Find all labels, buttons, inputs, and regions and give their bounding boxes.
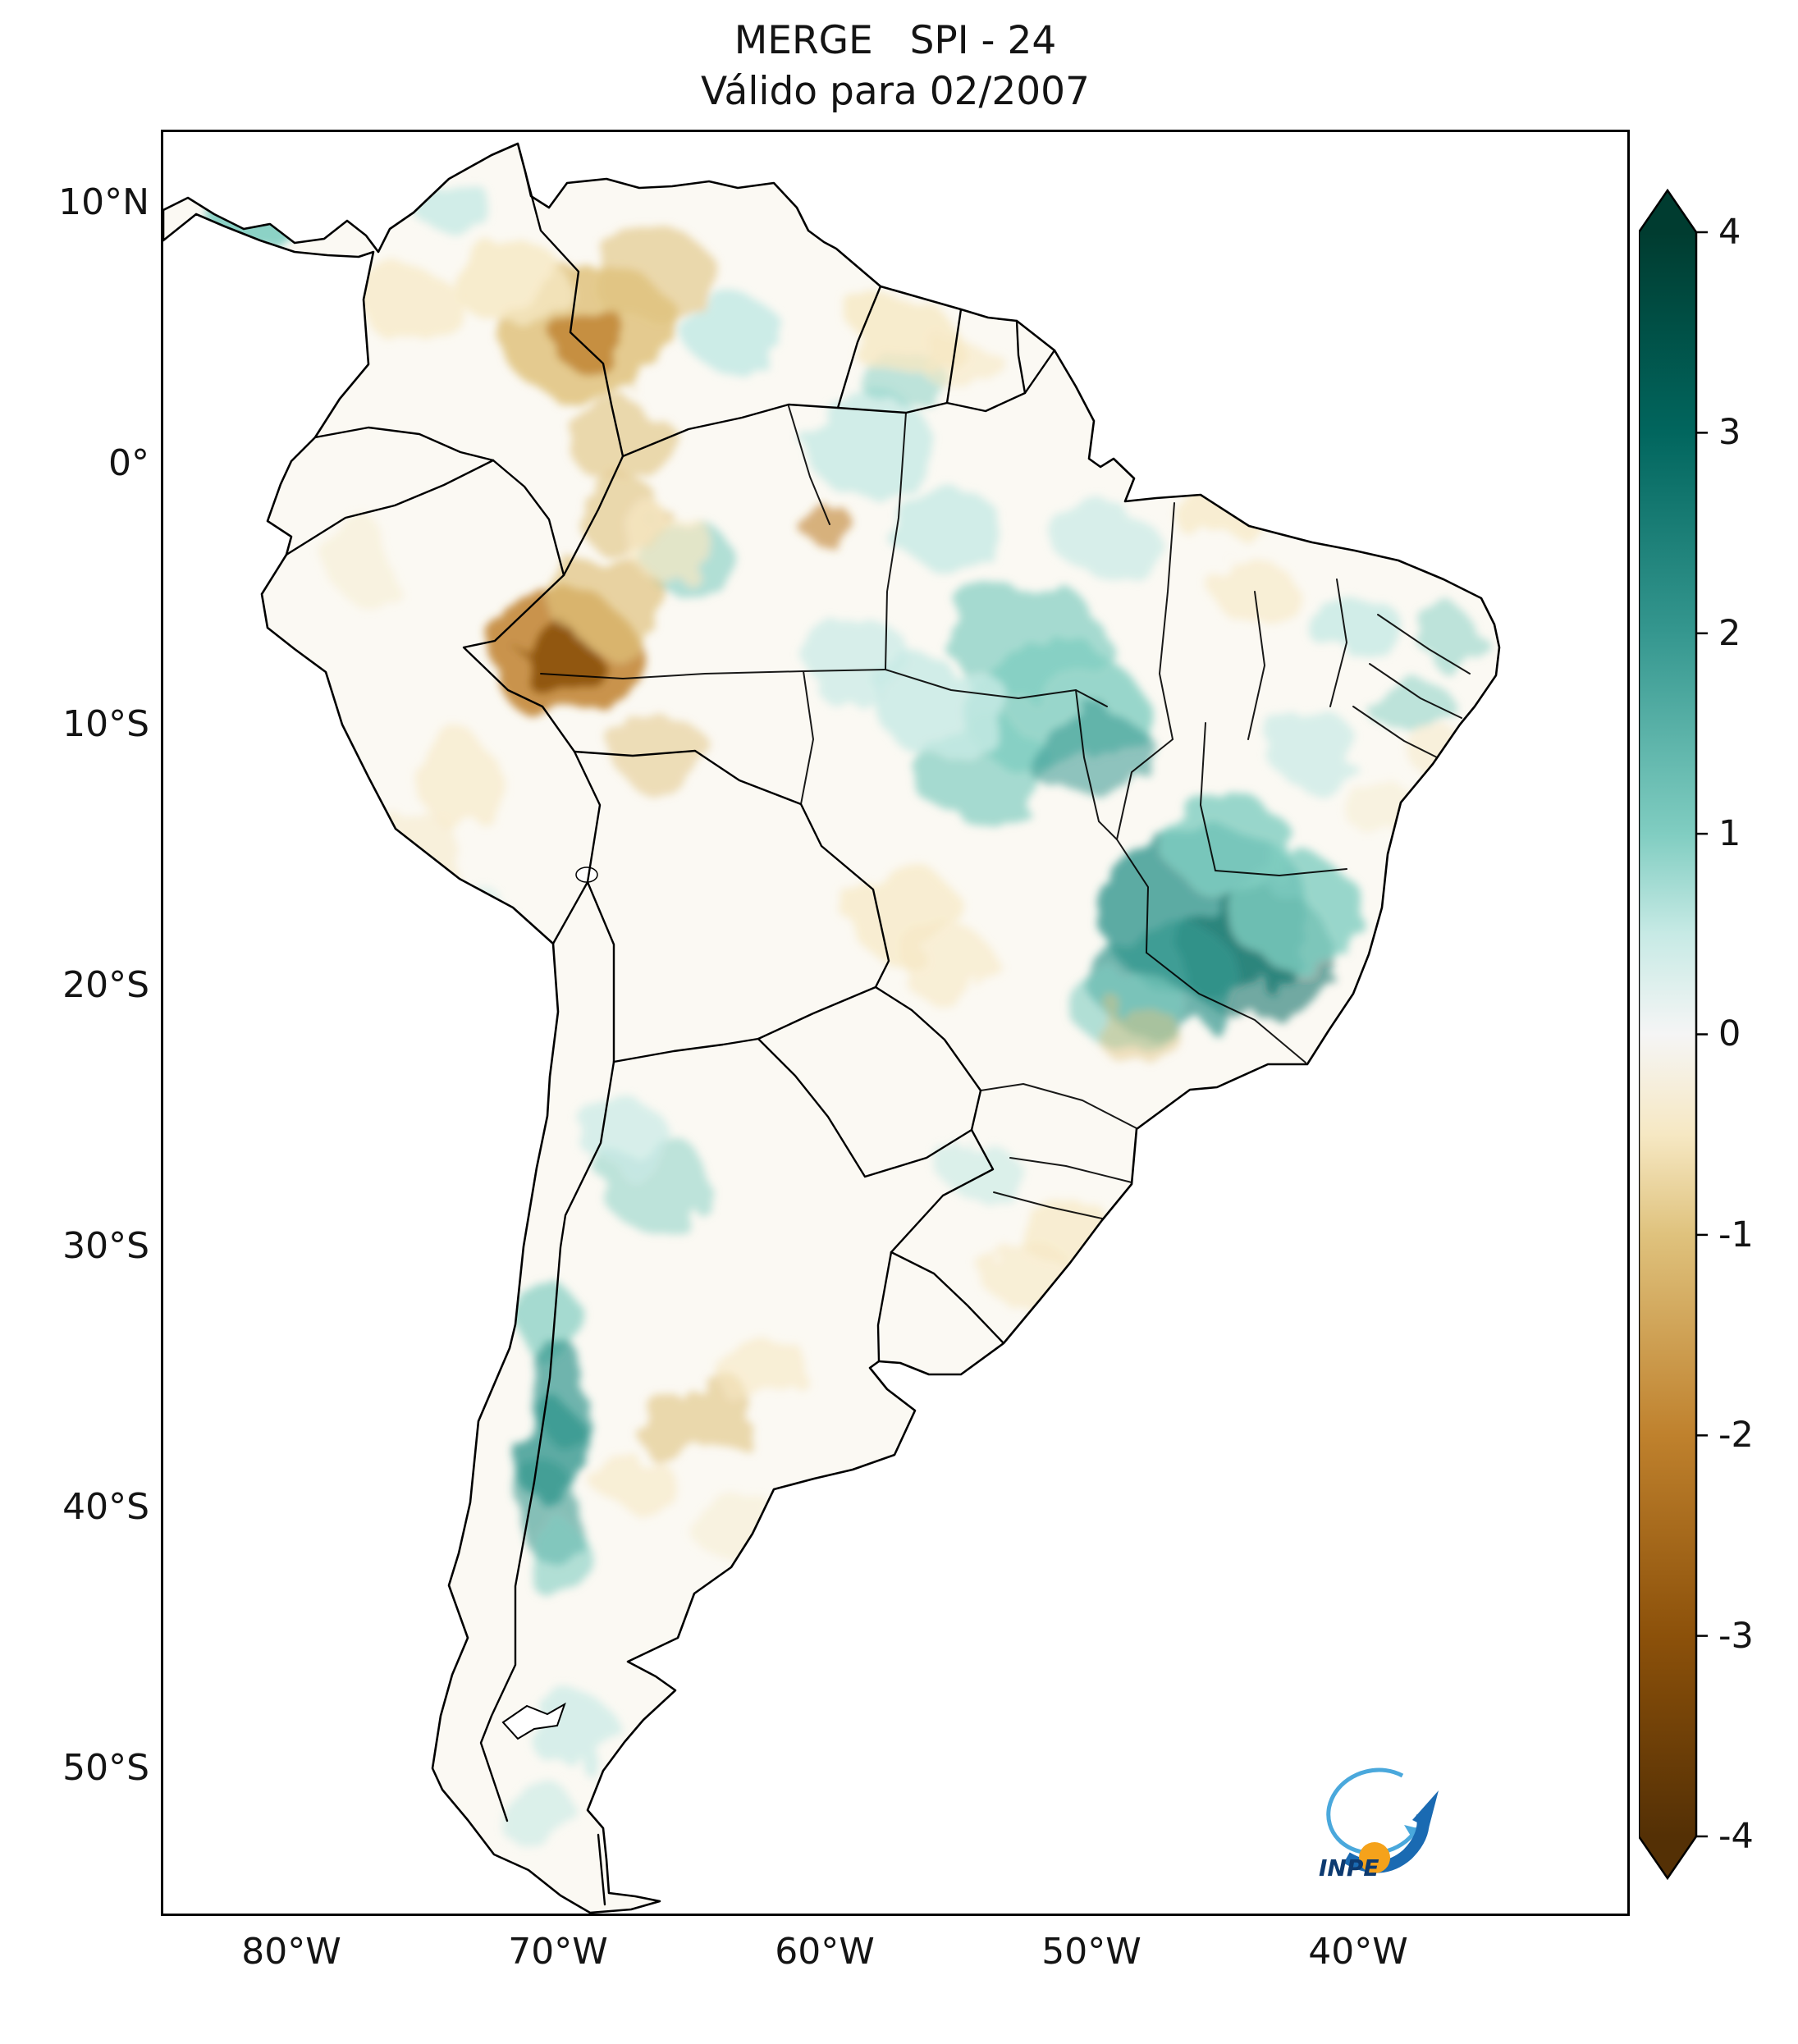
south-america-map	[163, 142, 1501, 1914]
colorbar-tick-label: 0	[1718, 1013, 1741, 1054]
colorbar-tick-label: 4	[1718, 212, 1741, 253]
lat-tick-label: 20°S	[62, 964, 149, 1006]
lon-tick-label: 60°W	[775, 1931, 875, 1973]
colorbar-tick-label: -3	[1718, 1616, 1754, 1657]
map-plot-area: INPE	[161, 130, 1630, 1916]
inpe-logo: INPE	[1319, 1767, 1439, 1882]
colorbar-gradient-bar	[1639, 189, 1698, 1880]
lat-tick-label: 0°	[108, 442, 149, 484]
colorbar-tick-label: -2	[1718, 1415, 1754, 1456]
logo-swoosh-arrowhead	[1412, 1790, 1439, 1828]
colorbar-tick-label: -1	[1718, 1214, 1754, 1255]
lat-tick-label: 40°S	[62, 1486, 149, 1528]
coastline	[163, 142, 1501, 1914]
lat-tick-label: 10°N	[58, 181, 149, 223]
lat-tick-label: 10°S	[62, 703, 149, 745]
colorbar-tick-label: 2	[1718, 613, 1741, 654]
lon-tick-label: 80°W	[241, 1931, 341, 1973]
lat-tick-label: 50°S	[62, 1747, 149, 1789]
colorbar-tick-label: 1	[1718, 813, 1741, 854]
colorbar-tick-label: 3	[1718, 412, 1741, 453]
plot-title: MERGE SPI - 24	[734, 18, 1057, 63]
landmass	[163, 144, 1499, 1913]
logo-text: INPE	[1319, 1854, 1379, 1882]
lon-tick-label: 40°W	[1308, 1931, 1408, 1973]
colorbar-tick-label: -4	[1718, 1816, 1754, 1857]
logo-orbit-arrowhead	[1404, 1825, 1417, 1837]
lon-tick-label: 70°W	[508, 1931, 608, 1973]
logo-orbit-arc	[1326, 1767, 1420, 1855]
colorbar	[1639, 189, 1708, 1880]
lon-tick-label: 50°W	[1041, 1931, 1141, 1973]
colorbar-tick-marks	[1696, 231, 1708, 1838]
plot-subtitle: Válido para 02/2007	[701, 69, 1090, 114]
logo-orange-sphere	[1359, 1842, 1390, 1873]
country-borders	[285, 170, 1056, 1906]
lat-tick-label: 30°S	[62, 1225, 149, 1267]
state-borders	[540, 405, 1471, 1219]
patagonian-lakes	[501, 867, 598, 1740]
